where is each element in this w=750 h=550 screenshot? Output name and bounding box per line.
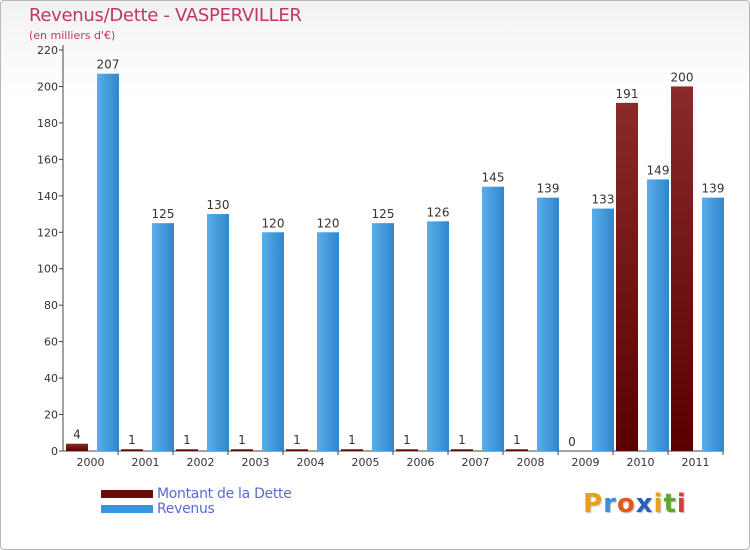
y-tick-label: 0 bbox=[51, 445, 58, 458]
y-tick-label: 220 bbox=[37, 44, 58, 57]
x-tick-label: 2006 bbox=[407, 456, 435, 469]
bar-revenus bbox=[702, 197, 724, 451]
data-label: 191 bbox=[616, 87, 639, 101]
logo-letter: i bbox=[653, 489, 664, 519]
data-label: 125 bbox=[152, 207, 175, 221]
x-tick-label: 2001 bbox=[132, 456, 160, 469]
data-label: 1 bbox=[183, 433, 191, 447]
y-tick-label: 60 bbox=[44, 336, 58, 349]
bar-dette bbox=[176, 449, 198, 451]
data-label: 1 bbox=[128, 433, 136, 447]
data-labels: 4 1 1 1 1 1 1 1 1 0 191 200 207 125 130 120 120 125 126 145… bbox=[73, 58, 724, 449]
legend-swatch-revenus bbox=[101, 504, 153, 513]
x-tick-label: 2004 bbox=[297, 456, 325, 469]
x-tick-label: 2005 bbox=[352, 456, 380, 469]
bar-revenus bbox=[592, 208, 614, 451]
x-tick-label: 2002 bbox=[187, 456, 215, 469]
bar-dette bbox=[396, 449, 418, 451]
data-label: 126 bbox=[427, 205, 450, 219]
bar-revenus bbox=[152, 223, 174, 451]
bar-dette bbox=[451, 449, 473, 451]
legend: Montant de la Dette Revenus bbox=[101, 485, 292, 517]
x-tick-label: 2010 bbox=[627, 456, 655, 469]
x-tick-label: 2009 bbox=[572, 456, 600, 469]
y-tick-label: 120 bbox=[37, 226, 58, 239]
data-label: 149 bbox=[647, 163, 670, 177]
bar-revenus bbox=[427, 221, 449, 451]
logo-letter: P bbox=[583, 489, 604, 519]
data-label: 1 bbox=[293, 433, 301, 447]
y-tick-label: 40 bbox=[44, 372, 58, 385]
bar-dette bbox=[341, 449, 363, 451]
x-tick-label: 2000 bbox=[77, 456, 105, 469]
bar-dette bbox=[506, 449, 528, 451]
data-label: 120 bbox=[262, 216, 285, 230]
logo-letter: i bbox=[676, 489, 687, 519]
data-label: 133 bbox=[592, 193, 615, 207]
bar-revenus bbox=[482, 186, 504, 452]
y-tick-label: 20 bbox=[44, 409, 58, 422]
bar-revenus bbox=[647, 179, 669, 451]
bar-dette bbox=[121, 449, 143, 451]
data-label: 1 bbox=[513, 433, 521, 447]
chart-subtitle: (en milliers d'€) bbox=[29, 29, 116, 42]
bar-revenus bbox=[537, 197, 559, 451]
bars bbox=[66, 73, 724, 452]
bar-dette bbox=[671, 86, 693, 452]
proxiti-logo: Proxiti bbox=[583, 489, 687, 519]
data-label: 120 bbox=[317, 216, 340, 230]
bar-revenus bbox=[97, 73, 119, 451]
legend-label-revenus: Revenus bbox=[157, 500, 215, 517]
data-label: 1 bbox=[238, 433, 246, 447]
data-label: 1 bbox=[458, 433, 466, 447]
bar-revenus bbox=[262, 232, 284, 451]
data-label: 1 bbox=[348, 433, 356, 447]
data-label: 207 bbox=[97, 58, 120, 72]
y-tick-label: 140 bbox=[37, 190, 58, 203]
y-tick-label: 180 bbox=[37, 117, 58, 130]
bar-dette bbox=[616, 102, 638, 451]
y-tick-label: 160 bbox=[37, 153, 58, 166]
data-label: 200 bbox=[671, 70, 694, 84]
logo-letter: o bbox=[616, 489, 636, 519]
x-tick-label: 2008 bbox=[517, 456, 545, 469]
bar-dette bbox=[231, 449, 253, 451]
legend-item-debt: Montant de la Dette bbox=[101, 485, 292, 502]
legend-label-debt: Montant de la Dette bbox=[157, 485, 292, 502]
x-tick-label: 2007 bbox=[462, 456, 490, 469]
data-label: 4 bbox=[73, 428, 81, 442]
bar-dette bbox=[66, 443, 88, 451]
y-tick-label: 100 bbox=[37, 263, 58, 276]
logo-letter: t bbox=[663, 489, 677, 519]
logo-letter: x bbox=[635, 489, 654, 519]
bar-revenus bbox=[207, 214, 229, 451]
chart-title: Revenus/Dette - VASPERVILLER bbox=[29, 5, 302, 26]
data-label: 145 bbox=[482, 171, 505, 185]
data-label: 0 bbox=[568, 435, 576, 449]
logo-letter: r bbox=[603, 489, 617, 519]
legend-item-revenus: Revenus bbox=[101, 500, 292, 517]
x-tick-label: 2011 bbox=[682, 456, 710, 469]
data-label: 139 bbox=[702, 182, 725, 196]
data-label: 125 bbox=[372, 207, 395, 221]
data-label: 139 bbox=[537, 182, 560, 196]
data-label: 130 bbox=[207, 198, 230, 212]
bar-revenus bbox=[317, 232, 339, 451]
y-tick-label: 80 bbox=[44, 299, 58, 312]
data-label: 1 bbox=[403, 433, 411, 447]
y-tick-label: 200 bbox=[37, 80, 58, 93]
bar-revenus bbox=[372, 223, 394, 451]
bar-dette bbox=[286, 449, 308, 451]
legend-swatch-debt bbox=[101, 489, 153, 498]
x-tick-label: 2003 bbox=[242, 456, 270, 469]
